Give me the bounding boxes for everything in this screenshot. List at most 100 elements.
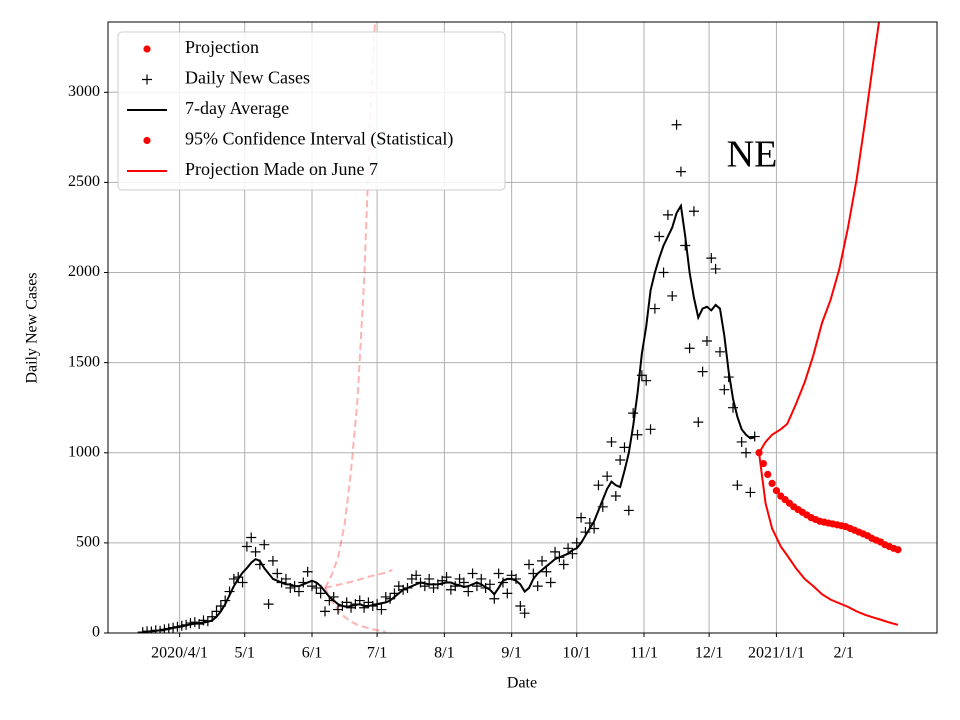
x-tick-label: 2/1 (833, 645, 853, 662)
y-tick-label: 2000 (68, 263, 100, 280)
case-marker (463, 586, 474, 597)
y-tick-label: 0 (92, 624, 100, 641)
case-marker (745, 487, 756, 498)
case-marker (493, 568, 504, 579)
y-tick-label: 3000 (68, 83, 100, 100)
case-marker (563, 543, 574, 554)
case-marker (741, 447, 752, 458)
case-marker (550, 546, 561, 557)
legend-label: 7-day Average (185, 98, 289, 118)
x-tick-label: 5/1 (234, 645, 254, 662)
case-marker (250, 546, 261, 557)
case-marker (524, 559, 535, 570)
case-marker (671, 119, 682, 130)
projection-dot (764, 470, 772, 478)
projection-dot (759, 459, 767, 468)
case-marker (697, 366, 708, 377)
case-marker (450, 581, 461, 592)
case-marker (241, 541, 252, 552)
legend: Projection Daily New Cases 7-day Average 95… (117, 31, 506, 191)
case-marker (246, 532, 257, 543)
x-tick-label: 7/1 (367, 645, 387, 662)
case-marker (280, 573, 291, 584)
case-marker (606, 436, 617, 447)
case-marker (623, 505, 634, 516)
case-marker (537, 555, 548, 566)
case-marker (749, 431, 760, 442)
case-marker (311, 582, 322, 593)
legend-marker (143, 136, 151, 145)
axes: 0 500 1000 1500 2000 2500 3000 2020/4/1 5/1 6/1 7/… (68, 83, 854, 662)
case-marker (411, 570, 422, 581)
case-marker (515, 600, 526, 611)
case-marker (467, 568, 478, 579)
case-marker (376, 604, 387, 615)
x-tick-label: 12/1 (695, 645, 723, 662)
y-tick-label: 2500 (68, 173, 100, 190)
y-axis-label: Daily New Cases (24, 272, 41, 383)
case-marker (662, 209, 673, 220)
legend-box (117, 31, 506, 191)
projection-dot (768, 479, 776, 488)
case-marker (693, 417, 704, 428)
projection-dot (772, 487, 781, 495)
annotation: NE (727, 134, 778, 176)
case-marker (619, 442, 630, 453)
legend-label: Daily New Cases (185, 68, 310, 88)
case-marker (688, 206, 699, 217)
x-tick-label: 9/1 (501, 645, 521, 662)
case-marker (267, 555, 278, 566)
case-marker (675, 166, 686, 177)
case-marker (602, 471, 613, 482)
y-tick-label: 500 (76, 534, 100, 551)
case-marker (441, 572, 452, 583)
x-tick-label: 6/1 (302, 645, 322, 662)
case-marker (728, 402, 739, 413)
case-marker (458, 577, 469, 588)
case-marker (706, 253, 717, 264)
case-marker (558, 559, 569, 570)
case-marker (645, 424, 656, 435)
band-line (324, 568, 393, 589)
case-marker (259, 539, 270, 550)
case-marker (532, 581, 543, 592)
case-marker (315, 588, 326, 599)
case-marker (293, 586, 304, 597)
case-marker (502, 588, 513, 599)
case-marker (302, 566, 313, 577)
case-marker (519, 608, 530, 619)
case-marker (476, 573, 487, 584)
case-marker (658, 267, 669, 278)
case-marker (684, 343, 695, 354)
case-marker (272, 568, 283, 579)
x-tick-label: 2021/1/1 (748, 645, 805, 662)
band-line (324, 587, 386, 633)
case-marker (424, 573, 435, 584)
case-marker (593, 480, 604, 491)
x-axis-label: Date (507, 675, 537, 692)
case-marker (359, 602, 370, 613)
case-marker (545, 577, 556, 588)
case-marker (306, 581, 317, 592)
case-marker (610, 491, 621, 502)
legend-marker (142, 74, 152, 85)
case-marker (320, 606, 331, 617)
case-marker (541, 566, 552, 577)
case-marker (198, 615, 209, 626)
case-marker (710, 263, 721, 274)
average-line (142, 202, 755, 633)
case-marker (484, 579, 495, 590)
x-tick-label: 8/1 (434, 645, 454, 662)
case-marker (380, 591, 391, 602)
projection-dot (894, 546, 902, 554)
case-marker (701, 336, 712, 347)
case-marker (649, 303, 660, 314)
case-marker (237, 577, 248, 588)
case-marker (714, 346, 725, 357)
legend-marker (143, 45, 151, 53)
y-tick-label: 1000 (68, 443, 100, 460)
case-marker (719, 384, 730, 395)
legend-label: Projection (185, 37, 259, 57)
